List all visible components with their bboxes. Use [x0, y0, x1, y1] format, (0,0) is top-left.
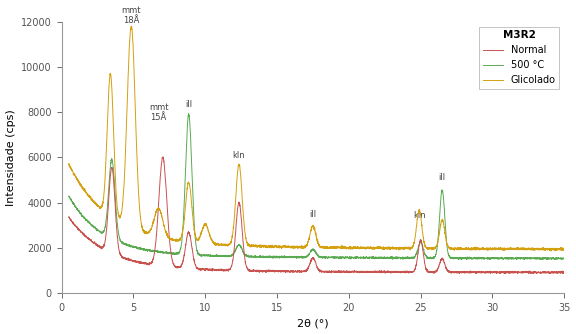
Normal — [546, 271, 553, 275]
Normal — [425, 270, 432, 274]
Glicolado — [548, 249, 555, 253]
Text: kln: kln — [232, 151, 245, 160]
Text: mmt
15Å: mmt 15Å — [149, 103, 168, 122]
500 °C — [185, 112, 192, 116]
Normal — [521, 270, 528, 274]
Normal — [561, 270, 568, 274]
Glicolado — [561, 247, 568, 252]
Normal — [274, 269, 281, 273]
Text: mmt
18Å: mmt 18Å — [122, 6, 141, 25]
Text: ill: ill — [309, 209, 316, 218]
500 °C — [458, 258, 465, 262]
500 °C — [561, 256, 568, 260]
Normal — [65, 215, 72, 219]
Line: 500 °C: 500 °C — [69, 114, 564, 260]
Text: ill: ill — [185, 100, 192, 109]
Glicolado — [521, 248, 528, 252]
500 °C — [65, 194, 72, 198]
X-axis label: 2θ (°): 2θ (°) — [297, 318, 329, 328]
Line: Normal: Normal — [69, 157, 564, 274]
Glicolado — [301, 244, 308, 248]
500 °C — [521, 257, 528, 261]
Text: kln: kln — [413, 211, 426, 220]
Glicolado — [274, 245, 281, 249]
Normal — [278, 269, 285, 273]
500 °C — [301, 255, 308, 259]
500 °C — [546, 256, 553, 260]
Legend: Normal, 500 °C, Glicolado: Normal, 500 °C, Glicolado — [479, 27, 559, 89]
Glicolado — [128, 24, 135, 28]
Text: ill: ill — [438, 173, 446, 182]
Glicolado — [278, 244, 285, 248]
500 °C — [425, 256, 432, 260]
Normal — [493, 272, 500, 276]
Line: Glicolado: Glicolado — [69, 26, 564, 251]
500 °C — [274, 255, 281, 259]
500 °C — [278, 255, 285, 259]
Glicolado — [65, 163, 72, 167]
Normal — [160, 155, 166, 159]
Glicolado — [425, 246, 432, 250]
Normal — [301, 270, 308, 274]
Glicolado — [545, 247, 552, 251]
Y-axis label: Intensidade (cps): Intensidade (cps) — [6, 109, 16, 206]
